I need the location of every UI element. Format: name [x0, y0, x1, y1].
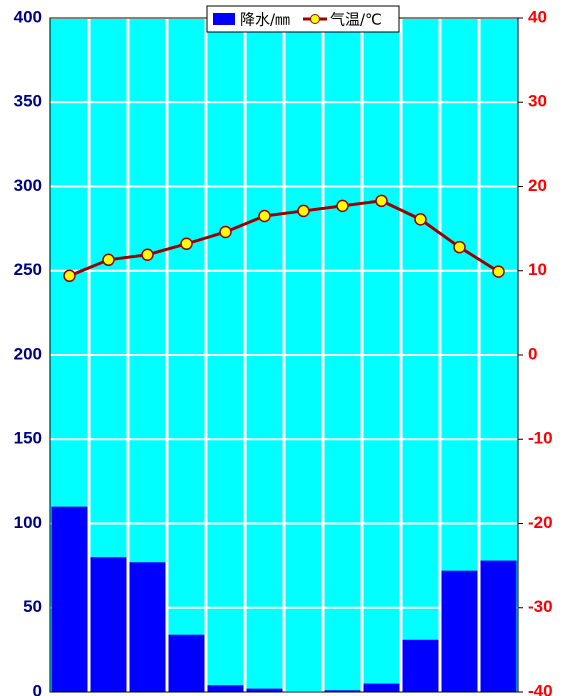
legend-marker [310, 14, 320, 24]
legend-label: 降水/㎜ [240, 11, 290, 29]
temp-marker [102, 253, 115, 267]
temp-marker [297, 204, 310, 218]
bar [402, 639, 439, 692]
temp-marker [180, 237, 193, 251]
y2-tick-label: 0 [528, 344, 537, 363]
y-tick-label: 250 [14, 260, 42, 279]
bar [51, 506, 88, 692]
temp-marker [375, 194, 388, 208]
temp-marker [414, 213, 427, 226]
bar [129, 562, 166, 692]
temp-line [68, 199, 500, 278]
legend-label: 气温/℃ [330, 11, 382, 29]
bar [90, 557, 127, 692]
legend-swatch [213, 13, 235, 25]
y-tick-label: 400 [14, 7, 42, 26]
y-tick-label: 300 [14, 176, 42, 195]
bar [480, 560, 517, 692]
bar [207, 685, 244, 692]
y2-tick-label: 10 [528, 260, 547, 279]
temp-marker [63, 269, 76, 283]
bar [324, 690, 361, 692]
bar [441, 570, 478, 692]
bar [168, 634, 205, 692]
temp-marker [336, 199, 349, 213]
temp-marker [258, 209, 271, 223]
temp-marker [453, 240, 466, 254]
y2-tick-label: -20 [528, 513, 553, 532]
y2-tick-label: 20 [528, 176, 547, 195]
y2-tick-label: -30 [528, 597, 553, 616]
temp-marker [141, 248, 154, 261]
y-tick-label: 150 [14, 429, 42, 448]
temp-marker [219, 225, 232, 239]
y-tick-label: 0 [33, 681, 42, 696]
y-tick-label: 200 [14, 344, 42, 363]
temp-marker [492, 265, 505, 278]
y2-tick-label: -40 [528, 681, 553, 696]
bar [246, 688, 283, 692]
y2-tick-label: 30 [528, 92, 547, 111]
y2-tick-label: 40 [528, 7, 547, 26]
bar [363, 683, 400, 692]
y-tick-label: 100 [14, 513, 42, 532]
y-tick-label: 350 [14, 92, 42, 111]
y2-tick-label: -10 [528, 429, 553, 448]
y-tick-label: 50 [23, 597, 42, 616]
